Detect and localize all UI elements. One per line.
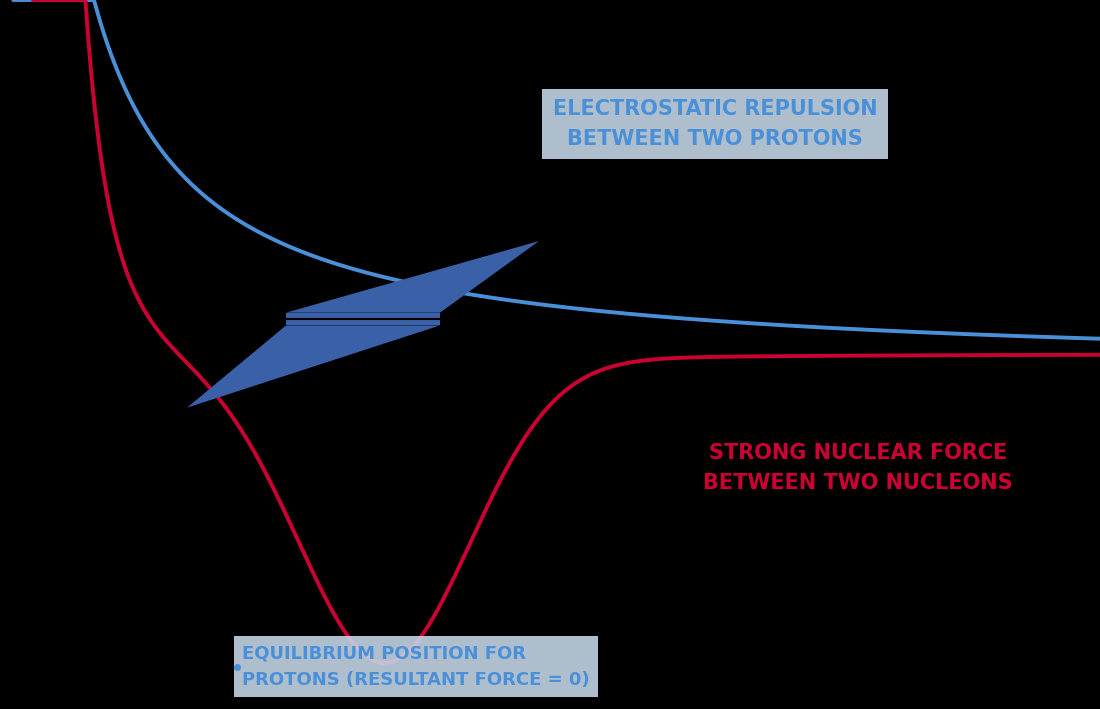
Text: ELECTROSTATIC REPULSION
BETWEEN TWO PROTONS: ELECTROSTATIC REPULSION BETWEEN TWO PROT…: [552, 99, 878, 149]
Text: STRONG NUCLEAR FORCE
BETWEEN TWO NUCLEONS: STRONG NUCLEAR FORCE BETWEEN TWO NUCLEON…: [703, 443, 1013, 493]
Polygon shape: [286, 241, 539, 313]
Polygon shape: [286, 313, 440, 325]
Text: EQUILIBRIUM POSITION FOR
PROTONS (RESULTANT FORCE = 0): EQUILIBRIUM POSITION FOR PROTONS (RESULT…: [242, 644, 590, 688]
Polygon shape: [187, 325, 440, 408]
